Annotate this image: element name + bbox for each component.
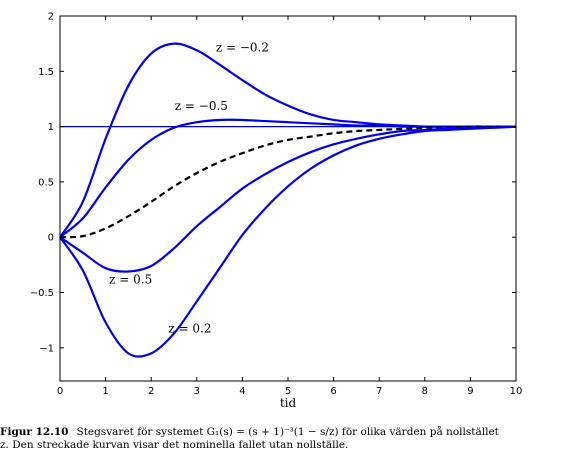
series-annotation: z = 0.5 [109,273,152,287]
series-curve-z-0_5 [60,127,516,272]
ticks-layer: 0 1 2 3 4 5 6 7 8 9 10−1−0.500.511.52 [30,12,523,398]
x-tick-label: 2 [148,386,154,397]
y-tick-label: 1 [48,122,54,133]
x-tick-label: 8 [422,386,428,397]
series-layer [60,44,516,357]
caption-text-1: Stegsvaret för systemet G₁(s) = (s + 1)⁻… [77,426,499,438]
x-tick-label: 3 [194,386,200,397]
caption-line-2: z. Den streckade kurvan visar det nomine… [0,439,566,452]
y-tick-label: 2 [48,12,54,23]
x-tick-label: 4 [239,386,245,397]
x-axis-label: tid [280,396,297,410]
x-tick-label: 7 [376,386,382,397]
y-tick-label: −0.5 [30,288,54,299]
y-tick-label: 0.5 [38,177,54,188]
y-tick-label: −1 [39,343,54,354]
x-tick-label: 0 [57,386,63,397]
x-tick-label: 6 [330,386,336,397]
y-tick-label: 1.5 [38,67,54,78]
plot-frame [60,16,516,381]
x-tick-label: 10 [510,386,523,397]
caption-line-1: Figur 12.10 Stegsvaret för systemet G₁(s)… [0,426,566,439]
x-tick-label: 9 [467,386,473,397]
series-curve-z-neg0_5 [60,120,516,237]
series-annotation: z = −0.5 [175,99,228,113]
figure-label: Figur 12.10 [0,426,69,438]
series-nominal-curve [60,127,516,238]
series-annotation: z = −0.2 [216,40,269,54]
y-tick-label: 0 [48,233,54,244]
x-tick-label: 1 [102,386,108,397]
series-annotation: z = 0.2 [168,321,211,335]
figure-caption: Figur 12.10 Stegsvaret för systemet G₁(s)… [0,426,566,452]
step-response-chart: 0 1 2 3 4 5 6 7 8 9 10−1−0.500.511.52 z = −0.2z = … [0,0,566,425]
